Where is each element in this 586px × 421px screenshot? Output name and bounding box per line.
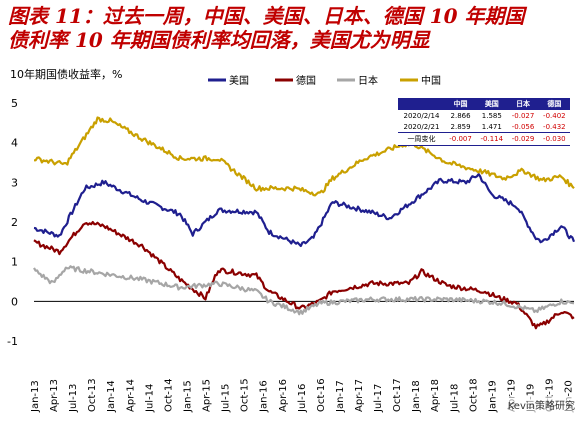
x-tick-label: Oct-13 [87, 378, 98, 412]
table-header [398, 98, 445, 110]
table-cell: -0.027 [507, 110, 539, 121]
x-tick-label: Oct-17 [392, 378, 403, 412]
table-cell: -0.114 [476, 132, 508, 146]
table-header: 日本 [507, 98, 539, 110]
table-row: 2020/2/14 2.866 1.585 -0.027 -0.402 [398, 110, 570, 121]
x-tick-label: Jan-16 [259, 380, 270, 413]
legend-label: 中国 [421, 74, 441, 87]
x-ticks: Jan-13 Apr-13 Jul-13 Oct-13 Jan-14 Apr-14 Jul-… [30, 378, 575, 413]
x-tick-label: Oct-18 [468, 378, 479, 412]
x-tick-label: Jan-18 [411, 380, 422, 413]
legend-label: 日本 [358, 74, 378, 87]
table-cell: -0.056 [507, 121, 539, 133]
x-tick-label: Jan-17 [335, 380, 346, 413]
legend-label: 德国 [296, 74, 316, 87]
legend-label: 美国 [229, 74, 249, 87]
y-tick-label: 3 [11, 176, 18, 189]
table-cell: 1.585 [476, 110, 508, 121]
y-ticks: 5 4 3 2 1 0 -1 [7, 97, 18, 348]
table-cell: 一周变化 [398, 132, 445, 146]
y-tick-label: 5 [11, 97, 18, 110]
y-tick-label: 0 [11, 295, 18, 308]
x-tick-label: Jul-18 [449, 384, 460, 413]
y-tick-label: 2 [11, 216, 18, 229]
x-tick-label: Jan-14 [106, 380, 117, 413]
x-tick-label: Apr-13 [49, 379, 60, 412]
x-tick-label: Oct-19 [545, 378, 556, 412]
table-header: 德国 [538, 98, 570, 110]
x-tick-label: Apr-18 [430, 379, 441, 412]
table-row: 一周变化 -0.007 -0.114 -0.029 -0.030 [398, 132, 570, 146]
x-tick-label: Apr-19 [506, 379, 517, 412]
x-tick-label: Oct-15 [240, 378, 251, 412]
table-cell: -0.432 [538, 121, 570, 133]
x-tick-label: Apr-14 [125, 379, 136, 412]
table-cell: -0.030 [538, 132, 570, 146]
x-tick-label: Oct-14 [163, 378, 174, 412]
table-row: 2020/2/21 2.859 1.471 -0.056 -0.432 [398, 121, 570, 133]
table-cell: 2.859 [444, 121, 477, 133]
legend: 美国 德国 日本 中国 [208, 74, 441, 87]
y-tick-label: 1 [11, 256, 18, 269]
table-header-row: 中国 美国 日本 德国 [398, 98, 570, 110]
table-header: 美国 [476, 98, 508, 110]
x-tick-label: Apr-16 [278, 379, 289, 412]
watermark: Kevin策略研究 [504, 396, 578, 413]
chart-title: 图表 11：过去一周，中国、美国、日本、德国 10 年期国 债利率 10 年期国… [8, 4, 578, 52]
table-cell: 1.471 [476, 121, 508, 133]
series-line-1 [33, 221, 575, 330]
x-tick-label: Apr-17 [354, 379, 365, 412]
table-cell: 2.866 [444, 110, 477, 121]
title-line-1: 图表 11：过去一周，中国、美国、日本、德国 10 年期国 [8, 4, 525, 28]
series-line-2 [33, 265, 575, 316]
x-tick-label: Jan-15 [182, 380, 193, 413]
table-cell: -0.029 [507, 132, 539, 146]
yield-change-table: 中国 美国 日本 德国 2020/2/14 2.866 1.585 -0.027… [398, 98, 570, 146]
x-tick-label: Jul-16 [297, 384, 308, 413]
x-tick-label: Jul-15 [221, 384, 232, 413]
table-cell: -0.402 [538, 110, 570, 121]
series-line-0 [33, 173, 576, 248]
series-line-3 [34, 116, 575, 197]
y-tick-label: -1 [7, 335, 18, 348]
y-axis-label: 10年期国债收益率，% [10, 68, 123, 81]
x-tick-label: Oct-16 [316, 378, 327, 412]
table-cell: -0.007 [444, 132, 477, 146]
y-tick-label: 4 [11, 137, 18, 150]
x-tick-label: Jul-14 [144, 384, 155, 413]
x-tick-label: Apr-15 [202, 379, 213, 412]
series-lines [33, 116, 576, 330]
table-header: 中国 [444, 98, 477, 110]
table-cell: 2020/2/21 [398, 121, 445, 133]
table-cell: 2020/2/14 [398, 110, 445, 121]
x-tick-label: Jan-19 [487, 380, 498, 413]
x-tick-label: Jan-13 [30, 380, 41, 413]
x-tick-label: Jul-13 [68, 384, 79, 413]
x-tick-label: Jul-17 [373, 384, 384, 413]
title-line-2: 债利率 10 年期国债利率均回落，美国尤为明显 [8, 28, 430, 52]
